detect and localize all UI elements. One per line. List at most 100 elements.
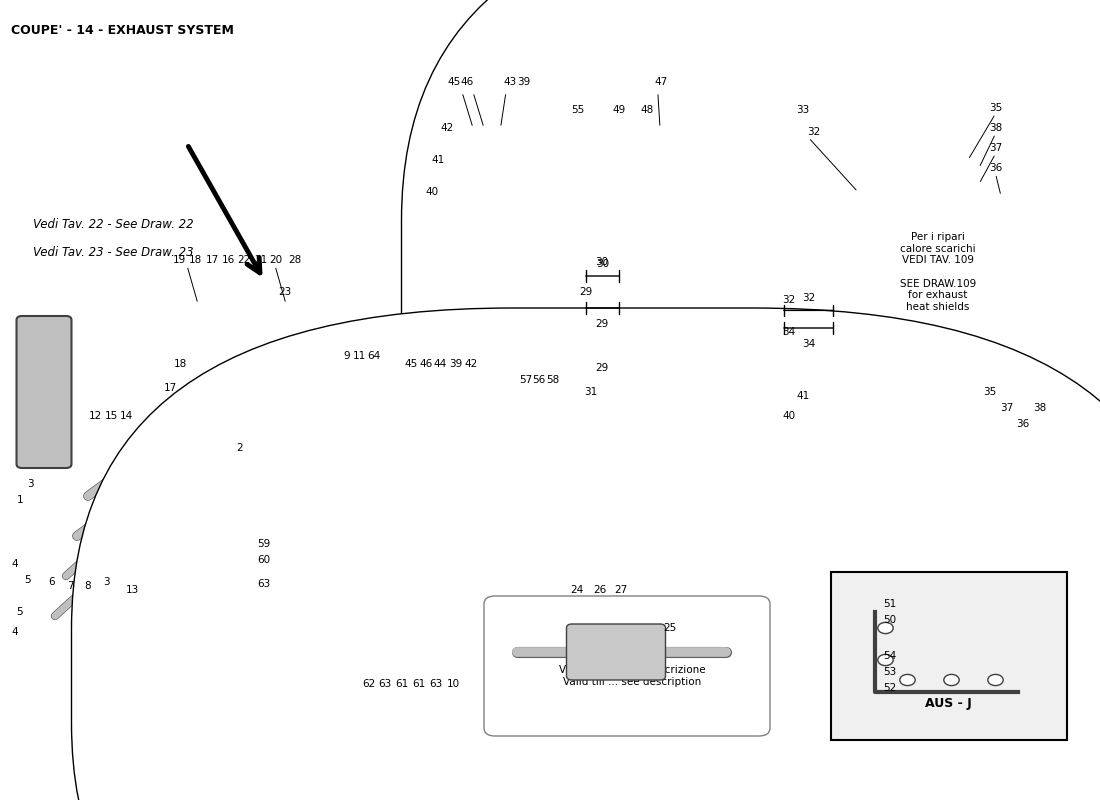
Text: 36: 36 [1016,419,1030,429]
Text: 19: 19 [173,255,186,265]
FancyBboxPatch shape [402,0,1100,644]
Text: 50: 50 [883,615,896,625]
Text: 4: 4 [11,627,18,637]
Text: 32: 32 [807,127,821,137]
Text: 54: 54 [883,651,896,661]
Text: 32: 32 [802,294,815,303]
Text: 40: 40 [782,411,795,421]
FancyBboxPatch shape [566,624,666,680]
Text: 63: 63 [257,579,271,589]
Text: 46: 46 [419,359,432,369]
Text: 29: 29 [595,363,608,373]
Text: 29: 29 [580,287,593,297]
Text: 40: 40 [426,187,439,197]
Text: Per i ripari
calore scarichi
VEDI TAV. 109

SEE DRAW.109
for exhaust
heat shield: Per i ripari calore scarichi VEDI TAV. 1… [900,232,976,312]
Text: 29: 29 [595,319,609,329]
Text: 12: 12 [89,411,102,421]
Text: 9: 9 [343,351,350,361]
Text: 23: 23 [278,287,292,297]
FancyBboxPatch shape [583,392,715,488]
Circle shape [878,622,893,634]
FancyBboxPatch shape [327,558,361,594]
FancyBboxPatch shape [16,316,72,468]
Circle shape [988,674,1003,686]
Text: 15: 15 [104,411,118,421]
Text: 42: 42 [440,123,453,133]
Text: 11: 11 [353,351,366,361]
Text: 41: 41 [796,391,810,401]
FancyBboxPatch shape [786,268,875,340]
Text: 64: 64 [367,351,381,361]
Text: 16: 16 [222,255,235,265]
Text: 53: 53 [883,667,896,677]
Text: 3: 3 [103,578,110,587]
Text: 51: 51 [883,599,896,609]
Text: 41: 41 [431,155,444,165]
Text: 38: 38 [989,123,1002,133]
Text: 5: 5 [24,575,31,585]
Text: 34: 34 [802,339,815,349]
Text: Vedi Tav. 22 - See Draw. 22: Vedi Tav. 22 - See Draw. 22 [33,218,194,230]
Text: 36: 36 [989,163,1002,173]
Text: 35: 35 [983,387,997,397]
Text: 33: 33 [796,106,810,115]
Text: 63: 63 [429,679,442,689]
Text: 37: 37 [1000,403,1013,413]
Text: 24: 24 [570,586,583,595]
FancyBboxPatch shape [1020,238,1076,306]
Text: 1: 1 [16,495,23,505]
Text: 45: 45 [448,77,461,86]
Text: Vale fino ... vedi descrizione
Valid till ... see description: Vale fino ... vedi descrizione Valid til… [559,666,706,686]
Text: 4: 4 [11,559,18,569]
Text: 31: 31 [584,387,597,397]
Text: 17: 17 [164,383,177,393]
Text: 45: 45 [405,359,418,369]
Text: 10: 10 [447,679,460,689]
Text: 61: 61 [395,679,408,689]
Text: 63: 63 [378,679,392,689]
Text: 17: 17 [206,255,219,265]
Text: 60: 60 [257,555,271,565]
FancyBboxPatch shape [803,392,913,504]
FancyBboxPatch shape [360,590,394,626]
Text: 39: 39 [517,77,530,86]
Text: 49: 49 [613,106,626,115]
Text: 56: 56 [532,375,546,385]
Text: 18: 18 [189,255,202,265]
Text: 30: 30 [595,258,608,267]
Text: 18: 18 [174,359,187,369]
Text: 46: 46 [461,77,474,86]
FancyBboxPatch shape [830,572,1067,740]
Text: 37: 37 [989,143,1002,153]
Text: 14: 14 [120,411,133,421]
Text: 43: 43 [504,77,517,86]
Text: 52: 52 [883,683,896,693]
Text: 20: 20 [270,255,283,265]
Text: 48: 48 [640,106,653,115]
FancyBboxPatch shape [393,542,427,578]
Text: eurospares: eurospares [295,358,629,410]
Text: 8: 8 [85,581,91,590]
Text: 35: 35 [989,103,1002,113]
Text: 3: 3 [28,479,34,489]
Text: 6: 6 [48,577,55,586]
Text: 44: 44 [433,359,447,369]
Text: 34: 34 [782,327,795,337]
Text: 47: 47 [654,77,668,86]
Text: 25: 25 [663,623,676,633]
Text: 7: 7 [67,581,74,590]
Text: 22: 22 [238,255,251,265]
Text: 13: 13 [125,586,139,595]
Text: AUS - J: AUS - J [925,697,972,710]
Text: 32: 32 [782,295,795,305]
Text: 38: 38 [1033,403,1046,413]
Text: 59: 59 [257,539,271,549]
Text: 55: 55 [571,106,584,115]
FancyBboxPatch shape [484,596,770,736]
Text: 61: 61 [412,679,426,689]
Text: Vedi Tav. 23 - See Draw. 23: Vedi Tav. 23 - See Draw. 23 [33,246,194,258]
Text: 42: 42 [464,359,477,369]
Text: 30: 30 [596,259,608,269]
FancyBboxPatch shape [72,308,1100,800]
Circle shape [900,674,915,686]
